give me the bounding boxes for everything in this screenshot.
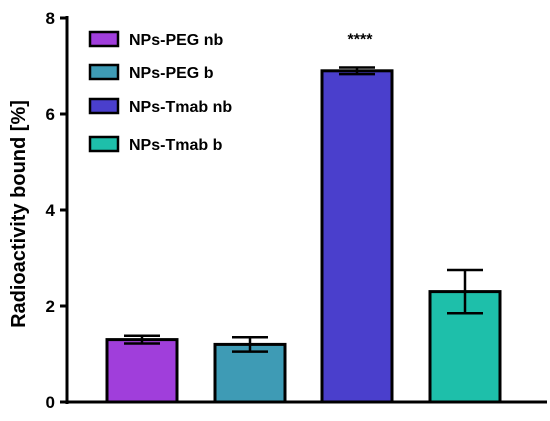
y-tick-label: 4 <box>46 201 56 220</box>
legend-swatch <box>88 97 120 115</box>
legend-label: NPs-Tmab nb <box>129 99 232 116</box>
bar <box>105 338 179 404</box>
bar <box>428 290 502 404</box>
bar <box>320 69 394 404</box>
legend-label: NPs-PEG b <box>129 65 214 82</box>
legend-swatch <box>88 135 120 153</box>
y-axis-title: Radioactivity bound [%] <box>8 100 30 328</box>
legend-swatch <box>88 63 120 81</box>
bar <box>213 342 287 404</box>
y-tick-label: 2 <box>46 297 55 316</box>
y-tick-label: 0 <box>46 393 55 412</box>
y-tick-label: 8 <box>46 9 55 28</box>
legend-swatch <box>88 30 120 48</box>
legend-label: NPs-PEG nb <box>129 32 223 49</box>
y-tick-label: 6 <box>46 105 55 124</box>
significance-label: **** <box>348 31 374 48</box>
legend-label: NPs-Tmab b <box>129 137 223 154</box>
